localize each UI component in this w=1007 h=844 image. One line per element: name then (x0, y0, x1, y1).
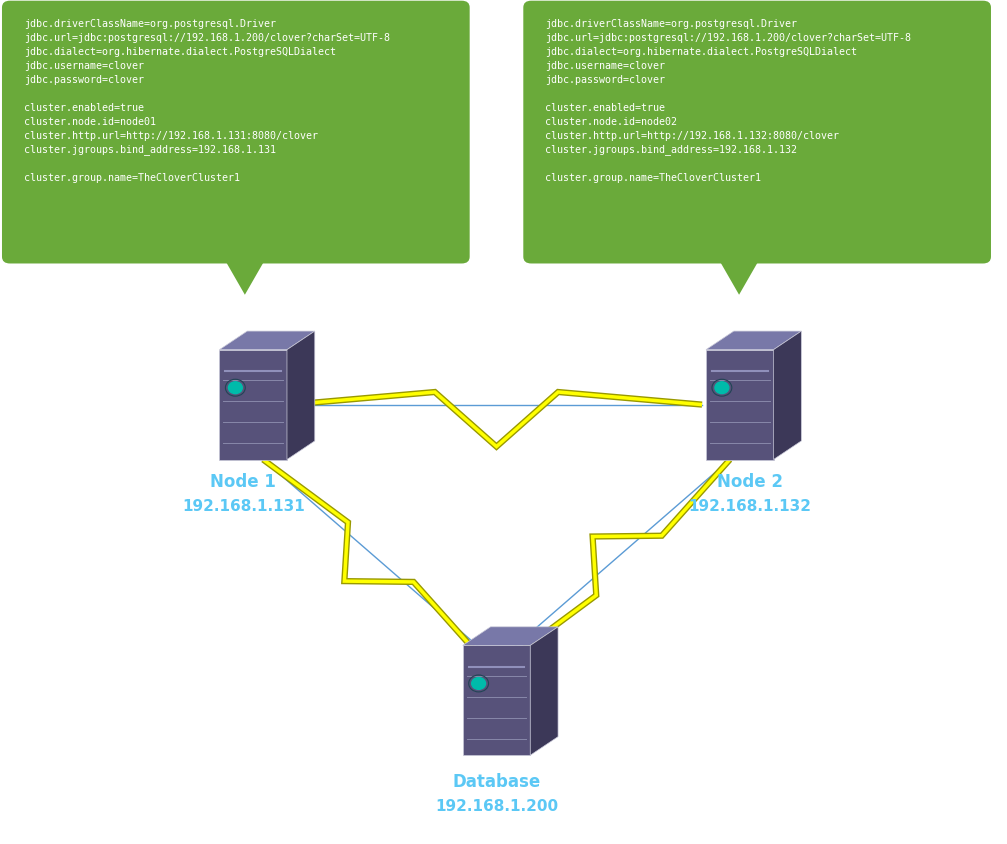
Polygon shape (706, 332, 802, 350)
Polygon shape (220, 332, 315, 350)
Text: 192.168.1.132: 192.168.1.132 (688, 498, 812, 513)
Text: 192.168.1.200: 192.168.1.200 (435, 798, 558, 813)
Text: jdbc.driverClassName=org.postgresql.Driver
jdbc.url=jdbc:postgresql://192.168.1.: jdbc.driverClassName=org.postgresql.Driv… (545, 19, 911, 183)
Circle shape (715, 382, 729, 394)
Polygon shape (706, 350, 773, 460)
Polygon shape (531, 627, 558, 755)
Text: jdbc.driverClassName=org.postgresql.Driver
jdbc.url=jdbc:postgresql://192.168.1.: jdbc.driverClassName=org.postgresql.Driv… (24, 19, 390, 183)
Polygon shape (463, 646, 531, 755)
Text: Node 2: Node 2 (717, 473, 782, 490)
Text: Node 1: Node 1 (210, 473, 276, 490)
Text: Database: Database (452, 772, 541, 790)
FancyBboxPatch shape (524, 2, 991, 264)
FancyBboxPatch shape (2, 2, 469, 264)
Polygon shape (717, 257, 761, 295)
Circle shape (229, 382, 243, 394)
Text: 192.168.1.131: 192.168.1.131 (182, 498, 305, 513)
Polygon shape (463, 627, 558, 646)
Circle shape (471, 678, 485, 690)
Polygon shape (287, 332, 315, 460)
Polygon shape (223, 257, 267, 295)
Polygon shape (220, 350, 287, 460)
Polygon shape (773, 332, 802, 460)
